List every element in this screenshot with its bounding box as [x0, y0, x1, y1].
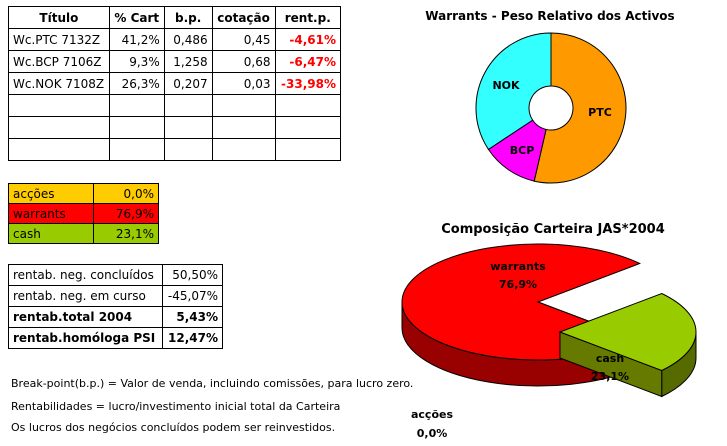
allocation-value: 23,1%	[93, 223, 159, 244]
table-row: Wc.NOK 7108Z 26,3% 0,207 0,03 -33,98%	[8, 72, 341, 95]
table-cell	[108, 138, 165, 161]
empty-row	[8, 94, 341, 117]
rentabilidade-value: -45,07%	[161, 285, 224, 307]
table-cell	[8, 116, 110, 139]
table-cell	[274, 94, 341, 117]
pie-value-warrants: 76,9%	[499, 278, 537, 291]
table-cell	[274, 116, 341, 139]
pie-label-acções: acções	[411, 408, 453, 421]
allocation-value: 0,0%	[93, 183, 159, 204]
table-cell: Wc.NOK 7108Z	[8, 72, 110, 95]
composition-pie-title: Composição Carteira JAS*2004	[441, 222, 665, 237]
table-cell: 0,45	[211, 28, 276, 51]
allocation-label: warrants	[7, 203, 95, 224]
header-cell: Título	[8, 6, 110, 29]
table-cell: Wc.BCP 7106Z	[8, 50, 110, 73]
table-cell: -33,98%	[274, 72, 341, 95]
note-rentabilidades: Rentabilidades = lucro/investimento inic…	[11, 400, 341, 413]
header-cell: b.p.	[163, 6, 213, 29]
rentabilidade-value: 12,47%	[161, 327, 224, 349]
table-row: Wc.PTC 7132Z 41,2% 0,486 0,45 -4,61%	[8, 28, 341, 51]
table-cell: 0,486	[163, 28, 213, 51]
allocation-table: acções 0,0% warrants 76,9% cash 23,1%	[7, 183, 159, 244]
allocation-label: acções	[7, 183, 95, 204]
table-cell: 0,03	[211, 72, 276, 95]
pie-label-bcp: BCP	[510, 144, 535, 157]
table-cell: 9,3%	[108, 50, 165, 73]
table-cell	[8, 138, 110, 161]
header-cell: % Cart	[108, 6, 165, 29]
table-cell	[163, 138, 213, 161]
header-cell: rent.p.	[274, 6, 341, 29]
table-row: Wc.BCP 7106Z 9,3% 1,258 0,68 -6,47%	[8, 50, 341, 73]
empty-row	[8, 138, 341, 161]
allocation-label: cash	[7, 223, 95, 244]
table-cell	[211, 138, 276, 161]
warrants-pie-chart: PTC BCP NOK	[475, 32, 627, 184]
rentabilidade-value: 50,50%	[161, 264, 224, 286]
table-cell	[108, 116, 165, 139]
header-cell: cotação	[211, 6, 276, 29]
table-cell	[211, 94, 276, 117]
table-cell: -6,47%	[274, 50, 341, 73]
warrants-table-header: Título% Cart b.p. cotação rent.p.	[8, 6, 341, 29]
rentabilidade-row: rentab.total 2004 5,43%	[8, 306, 224, 328]
table-cell	[274, 138, 341, 161]
allocation-row: cash 23,1%	[7, 223, 159, 244]
pie-label-ptc: PTC	[588, 106, 612, 119]
table-cell	[8, 94, 110, 117]
table-cell: 0,68	[211, 50, 276, 73]
pie-value-acções: 0,0%	[417, 427, 448, 440]
rentabilidade-label: rentab.homóloga PSI	[8, 327, 163, 349]
pie-slice-ptc	[533, 32, 627, 184]
rentabilidade-label: rentab. neg. concluídos	[8, 264, 163, 286]
composition-pie-chart: warrants 76,9% cash 23,1% acções 0,0%	[401, 243, 697, 440]
rentabilidade-label: rentab.total 2004	[8, 306, 163, 328]
note-lucros: Os lucros dos negócios concluídos podem …	[11, 421, 336, 434]
rentabilidade-value: 5,43%	[161, 306, 224, 328]
rentabilidade-row: rentab. neg. em curso -45,07%	[8, 285, 224, 307]
pie-label-nok: NOK	[492, 79, 520, 92]
pie-value-cash: 23,1%	[591, 370, 629, 383]
table-cell	[163, 116, 213, 139]
allocation-value: 76,9%	[93, 203, 159, 224]
pie-slice-cash	[558, 292, 697, 372]
table-cell: 0,207	[163, 72, 213, 95]
allocation-row: acções 0,0%	[7, 183, 159, 204]
note-breakpoint: Break-point(b.p.) = Valor de venda, incl…	[11, 377, 414, 390]
table-cell: -4,61%	[274, 28, 341, 51]
empty-row	[8, 116, 341, 139]
table-cell: 1,258	[163, 50, 213, 73]
table-cell	[163, 94, 213, 117]
rentabilidade-table: rentab. neg. concluídos 50,50% rentab. neg…	[8, 264, 224, 349]
rentabilidade-row: rentab. neg. concluídos 50,50%	[8, 264, 224, 286]
rentabilidade-label: rentab. neg. em curso	[8, 285, 163, 307]
rentabilidade-row: rentab.homóloga PSI 12,47%	[8, 327, 224, 349]
table-cell: 41,2%	[108, 28, 165, 51]
pie-label-cash: cash	[596, 352, 624, 365]
allocation-row: warrants 76,9%	[7, 203, 159, 224]
table-cell	[108, 94, 165, 117]
pie-label-warrants: warrants	[490, 260, 546, 273]
table-cell: Wc.PTC 7132Z	[8, 28, 110, 51]
warrants-table: Título% Cart b.p. cotação rent.p. Wc.PTC 71…	[8, 6, 341, 161]
pie-slice-nok	[475, 32, 552, 151]
table-cell	[211, 116, 276, 139]
table-cell: 26,3%	[108, 72, 165, 95]
warrants-pie-title: Warrants - Peso Relativo dos Activos	[425, 9, 675, 23]
